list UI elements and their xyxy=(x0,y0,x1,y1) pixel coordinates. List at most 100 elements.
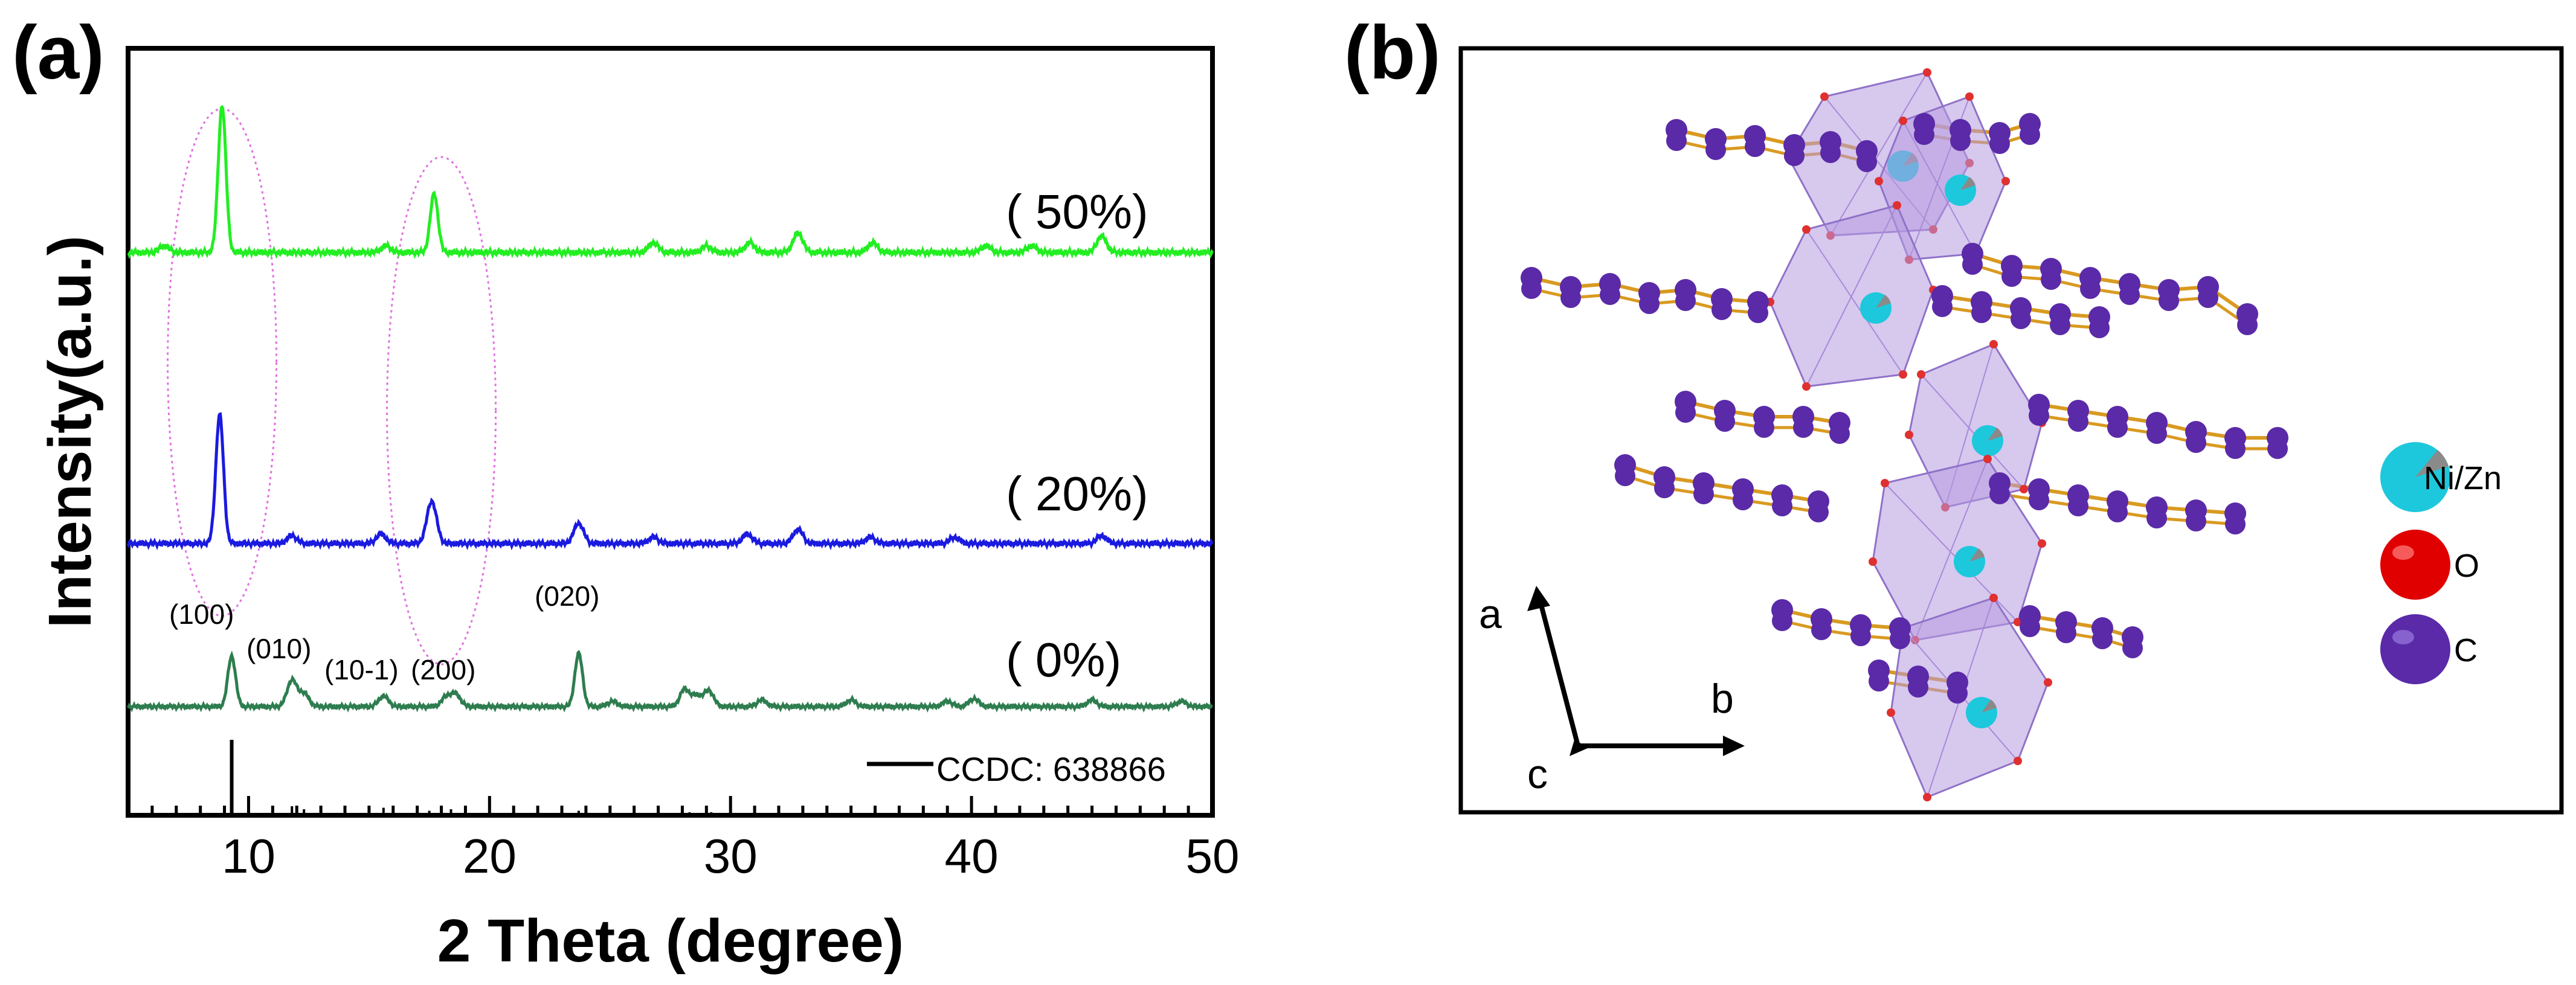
octahedron-edge xyxy=(1806,205,1898,387)
oxygen-atom xyxy=(2020,485,2028,493)
carbon-atom xyxy=(1560,287,1581,308)
peak-labels: (100) (010) (10-1) (200) (020) xyxy=(169,580,599,685)
peak-label: (010) xyxy=(246,633,311,664)
peak-label: (200) xyxy=(411,654,475,685)
carbon-atom xyxy=(1829,423,1850,444)
highlight-ellipse xyxy=(386,156,497,666)
carbon-atom xyxy=(2146,423,2167,444)
oxygen-atom xyxy=(1965,92,1974,101)
carbon-atom xyxy=(2020,124,2040,145)
x-tick-label: 20 xyxy=(463,829,517,883)
series-layer xyxy=(126,104,1214,713)
oxygen-atom xyxy=(1875,177,1883,185)
oxygen-atom xyxy=(1802,225,1811,234)
carbon-atom xyxy=(2198,287,2218,308)
carbon-atom xyxy=(2068,411,2088,432)
carbon-atom xyxy=(1654,478,1675,498)
oxygen-atom xyxy=(2044,678,2052,687)
x-tick-label: 30 xyxy=(704,829,758,883)
panel-b-letter: (b) xyxy=(1344,11,1441,95)
panel-a-xrd-chart: (a) 10 20 30 40 50 (100) (010) (10-1) (200) (020… xyxy=(12,11,1239,975)
legend-label-o: O xyxy=(2454,548,2479,584)
carbon-atom xyxy=(2186,511,2206,531)
carbon-atom xyxy=(2267,438,2288,459)
axis-a-arrowhead xyxy=(1527,586,1550,611)
carbon-atom xyxy=(1711,300,1732,320)
axis-c-arrowhead xyxy=(1570,740,1589,756)
octahedron-edge xyxy=(1914,458,1988,641)
series-labels: ( 50%) ( 20%) ( 0%) xyxy=(1006,185,1148,687)
carbon-atom xyxy=(2080,278,2101,299)
legend-label-c: C xyxy=(2454,632,2478,669)
oxygen-atom xyxy=(2001,177,2010,185)
c-swatch xyxy=(2380,614,2450,684)
oxygen-atom xyxy=(1881,479,1889,487)
series-line-1 xyxy=(126,412,1214,551)
metal-atom-sector xyxy=(1982,699,1997,713)
carbon-atom xyxy=(1748,303,1768,323)
x-axis-title: 2 Theta (degree) xyxy=(437,907,904,975)
carbon-atom xyxy=(1675,402,1696,423)
oxygen-atom xyxy=(1802,382,1811,391)
carbon-atom xyxy=(1705,140,1726,160)
carbon-atom xyxy=(1772,496,1792,516)
carbon-atom xyxy=(1808,502,1829,522)
carbon-atom xyxy=(1869,671,1889,691)
carbon-atom xyxy=(2056,623,2076,643)
carbon-atom xyxy=(2119,284,2140,305)
carbon-atom xyxy=(2225,438,2246,459)
carbon-atom xyxy=(1693,484,1714,504)
oxygen-atom xyxy=(1869,557,1877,566)
axis-b-label: b xyxy=(1711,676,1734,722)
legend-item-ni-zn: Ni/Zn xyxy=(2380,442,2502,512)
x-tick-label: 40 xyxy=(945,829,999,883)
carbon-atom xyxy=(2089,318,2110,338)
carbon-atom xyxy=(2011,309,2031,329)
carbon-atom xyxy=(2225,514,2246,534)
carbon-atom xyxy=(2186,432,2206,453)
series-label: ( 0%) xyxy=(1006,633,1121,687)
structure-view xyxy=(1521,68,2288,801)
carbon-atom xyxy=(1754,417,1774,438)
axis-a-label: a xyxy=(1479,591,1502,637)
axis-a-line xyxy=(1537,597,1580,747)
carbon-atom xyxy=(1820,143,1841,163)
atom-legend: Ni/Zn O C xyxy=(2380,442,2502,684)
carbon-atom xyxy=(2237,315,2258,335)
carbon-atom xyxy=(1772,611,1792,631)
metal-atom-sector xyxy=(1960,177,1975,190)
axis-c-label: c xyxy=(1527,751,1548,797)
octahedron-edge xyxy=(1806,229,1904,375)
carbon-atom xyxy=(1947,683,1968,704)
axis-b-arrowhead xyxy=(1723,736,1745,756)
carbon-atom xyxy=(1521,278,1542,299)
carbon-atom xyxy=(1914,124,1934,145)
carbon-atom xyxy=(2029,490,2049,510)
o-swatch xyxy=(2380,530,2450,600)
oxygen-atom xyxy=(1899,370,1907,379)
carbon-atom xyxy=(1745,136,1765,157)
carbon-atom xyxy=(2092,629,2113,649)
metal-atom-sector xyxy=(1876,295,1891,308)
carbon-atom xyxy=(2159,290,2179,311)
peak-label: (10-1) xyxy=(324,654,399,685)
carbon-atom xyxy=(1989,133,2010,154)
peak-label: (100) xyxy=(169,598,234,630)
carbon-atom xyxy=(1675,290,1696,311)
series-line-2 xyxy=(126,650,1214,713)
carbon-atom xyxy=(2122,638,2143,658)
carbon-atom xyxy=(1793,417,1814,438)
series-line-0 xyxy=(127,104,1214,260)
oxygen-atom xyxy=(2038,539,2046,548)
oxygen-atom xyxy=(2014,757,2022,765)
carbon-atom xyxy=(1971,303,1992,323)
carbon-atom xyxy=(1615,466,1635,486)
octahedron-edge xyxy=(1830,72,1928,236)
carbon-atom xyxy=(1733,490,1753,510)
oxygen-atom xyxy=(1820,92,1829,101)
octahedron-edge xyxy=(1921,374,2024,490)
oxygen-atom xyxy=(1989,340,1998,348)
oxygen-atom xyxy=(1989,594,1998,602)
carbon-atom xyxy=(2041,269,2061,290)
carbon-atom xyxy=(2068,496,2088,516)
